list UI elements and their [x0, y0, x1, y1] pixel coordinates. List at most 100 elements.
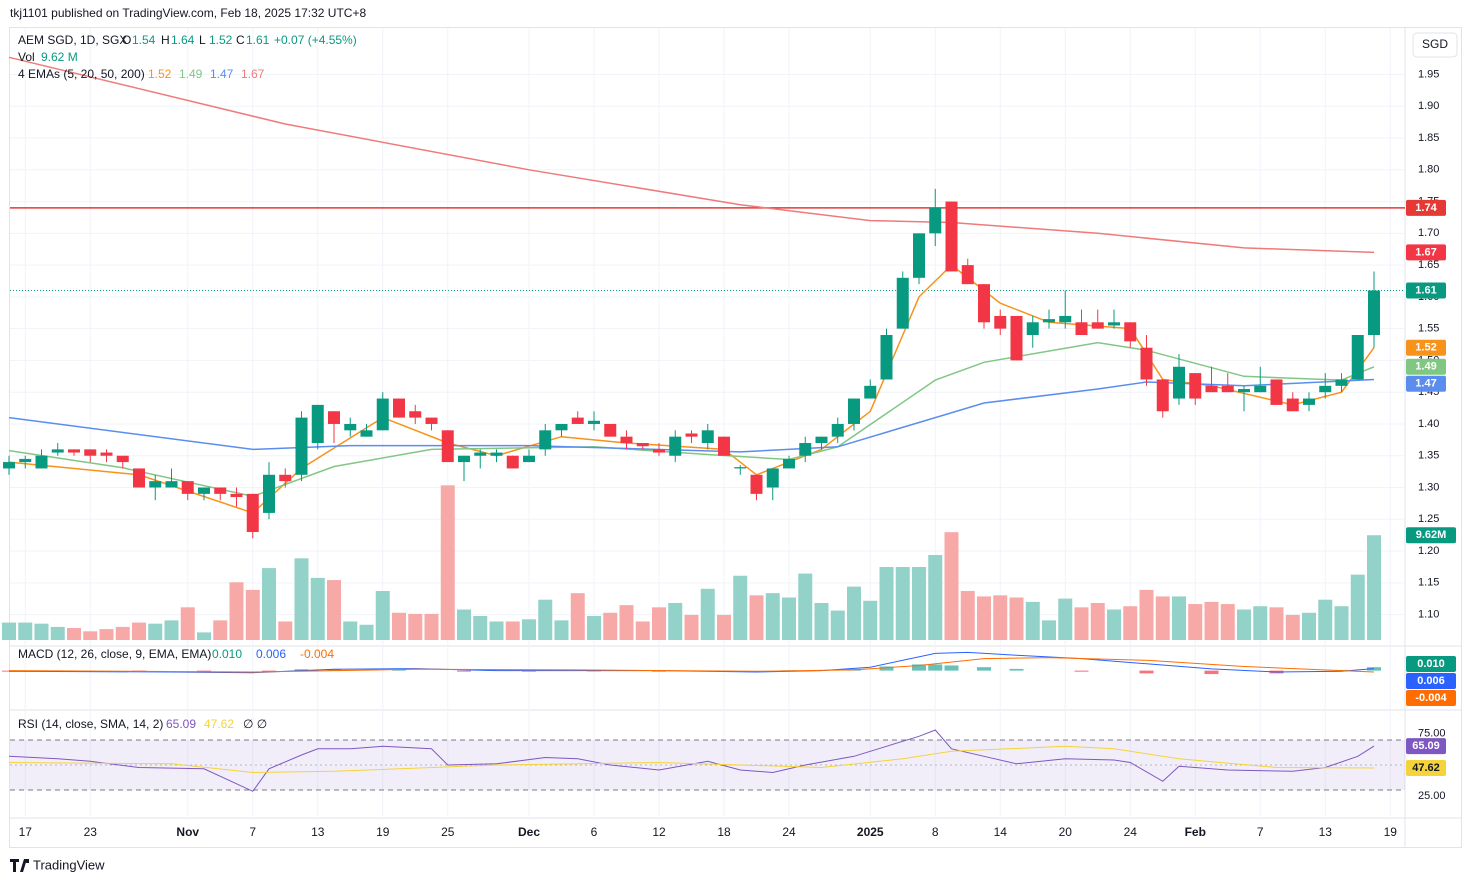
- volume-tag: 9.62M: [1416, 529, 1447, 541]
- volume-bar: [34, 623, 49, 640]
- candle-body: [831, 423, 844, 437]
- volume-bar: [1155, 596, 1170, 640]
- candle-body: [685, 433, 698, 437]
- ema-value: 1.52: [148, 67, 172, 81]
- rsi-tag: 47.62: [1412, 762, 1440, 774]
- volume-bar: [895, 567, 910, 640]
- candle-body: [929, 207, 942, 234]
- candle-body: [35, 455, 48, 469]
- candle-body: [978, 284, 990, 323]
- currency[interactable]: SGD: [1422, 37, 1448, 51]
- candle-body: [539, 430, 552, 450]
- time-tick-label: 18: [717, 825, 731, 839]
- volume-bar: [67, 628, 81, 640]
- macd-histogram-bar: [1204, 670, 1219, 675]
- ema-tag-bg: [1406, 244, 1446, 261]
- macd-histogram-bar: [652, 670, 666, 672]
- macd-histogram-bar: [327, 669, 341, 671]
- volume-bar: [392, 612, 406, 640]
- candle-body: [848, 398, 860, 424]
- currency-button[interactable]: [1412, 32, 1458, 58]
- time-tick-label: Dec: [518, 825, 540, 839]
- time-tick-label: 8: [932, 825, 939, 839]
- rsi-tag-bg: [1406, 738, 1446, 755]
- volume-bar: [652, 607, 666, 640]
- volume-bar: [1123, 606, 1138, 640]
- candle-body: [230, 493, 243, 498]
- volume-bar: [960, 590, 975, 640]
- rsi-line: [8, 729, 1375, 792]
- volume-bar: [798, 573, 813, 640]
- ohlc-value: 1.61: [246, 33, 270, 47]
- candle-body: [701, 430, 714, 444]
- candle-body: [3, 462, 15, 469]
- price-tick-label: 1.30: [1418, 481, 1439, 493]
- volume-bar: [814, 602, 829, 640]
- ohlc-value: 1.54: [132, 33, 156, 47]
- candle-body: [1189, 373, 1202, 399]
- candle-body: [1254, 385, 1267, 393]
- volume-bar: [1350, 574, 1365, 640]
- candle-body: [51, 449, 64, 453]
- volume-bar: [944, 532, 959, 640]
- macd-histogram-bar: [912, 664, 926, 671]
- candle-body: [393, 398, 405, 418]
- ohlc-key: C: [236, 33, 245, 47]
- rsi-title: RSI (14, close, SMA, 14, 2): [18, 717, 163, 731]
- volume-bar: [587, 616, 601, 640]
- candle-body: [344, 423, 357, 431]
- candle-body: [214, 487, 227, 494]
- candle-body: [1140, 347, 1153, 380]
- hline-tag: 1.74: [1415, 202, 1437, 214]
- volume-bar: [213, 620, 228, 640]
- price-tick-label: 1.20: [1418, 545, 1439, 557]
- volume-bar: [717, 614, 731, 640]
- macd-histogram-bar: [294, 669, 309, 671]
- price-tick-label: 1.90: [1418, 100, 1439, 112]
- macd-histogram-bar: [392, 669, 406, 671]
- volume-bar: [1058, 598, 1073, 640]
- volume-bar: [115, 626, 130, 640]
- price-tick-label: 1.15: [1418, 577, 1439, 589]
- price-tick-label: 1.95: [1418, 68, 1439, 80]
- candle-body: [994, 315, 1007, 329]
- candle-body: [896, 277, 909, 329]
- volume-bar: [847, 586, 861, 640]
- publisher: tkj1101 published on TradingView.com, Fe…: [10, 6, 366, 20]
- time-tick-label: 19: [376, 825, 390, 839]
- ema-tag: 1.49: [1415, 361, 1436, 373]
- time-tick-label: 14: [994, 825, 1008, 839]
- volume-bar: [83, 631, 98, 640]
- volume-bar: [229, 582, 244, 640]
- macd-histogram-bar: [262, 670, 276, 672]
- volume-bar: [570, 593, 585, 640]
- time-tick-label: 23: [84, 825, 98, 839]
- volume-bar: [2, 622, 16, 640]
- candle-body: [1221, 385, 1234, 393]
- volume-bar: [749, 595, 764, 640]
- time-tick-label: 17: [19, 825, 33, 839]
- close-tag: 1.61: [1415, 284, 1436, 296]
- price-tick-label: 1.25: [1418, 513, 1439, 525]
- candle-body: [1091, 322, 1104, 329]
- volume-bar: [262, 568, 276, 640]
- macd-tag: 0.006: [1417, 675, 1445, 687]
- ema-line: [8, 56, 1375, 254]
- ema-tag-bg: [1406, 358, 1446, 375]
- volume-bar: [1334, 606, 1349, 640]
- candle-body: [68, 449, 80, 453]
- volume-bar: [180, 607, 195, 640]
- volume-bar: [1204, 601, 1219, 640]
- volume-bar: [1042, 620, 1056, 640]
- candle-body: [1238, 389, 1250, 393]
- candle-body: [295, 417, 308, 475]
- volume-bar: [50, 626, 65, 640]
- volume-bar: [375, 590, 390, 640]
- volume-bar: [1139, 589, 1154, 640]
- volume-bar: [912, 567, 926, 640]
- macd-histogram-bar: [197, 670, 211, 672]
- time-tick-label: 7: [1257, 825, 1264, 839]
- rsi-tag: 65.09: [1412, 740, 1440, 752]
- macd-tag-bg: [1406, 673, 1456, 689]
